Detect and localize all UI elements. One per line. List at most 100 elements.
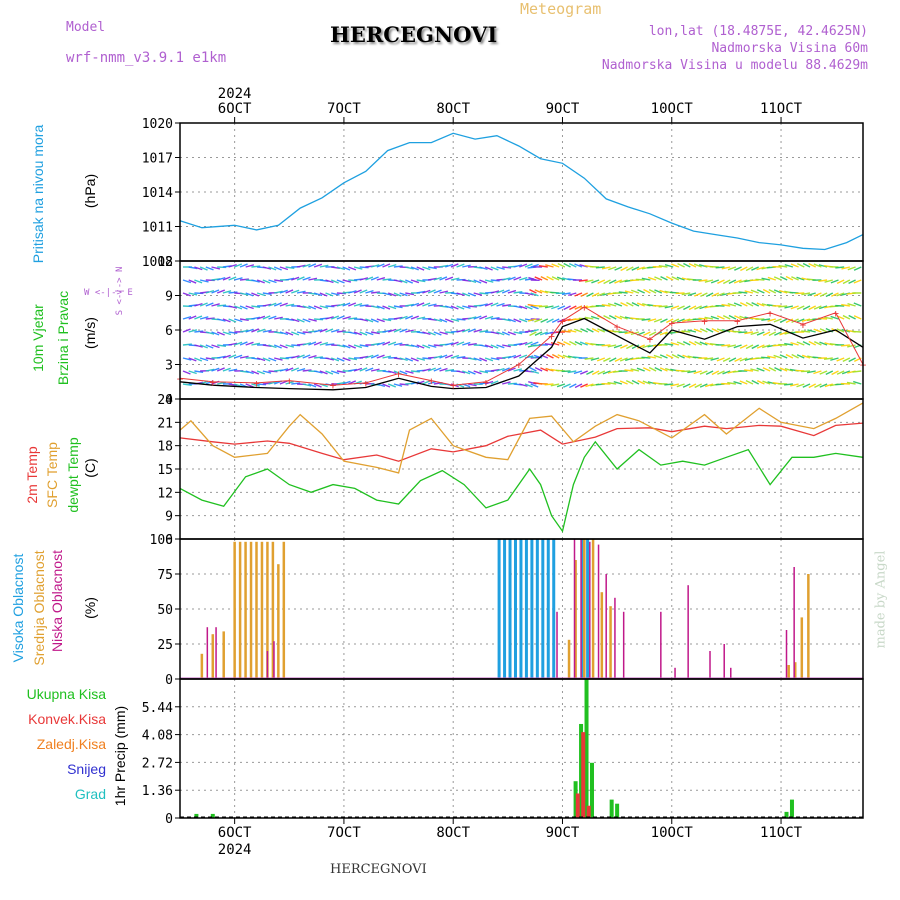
wind-arrow	[801, 318, 811, 323]
wind-arrow	[427, 289, 436, 294]
wind-arrow	[205, 357, 215, 361]
wind-arrow	[410, 302, 420, 307]
wind-arrow	[530, 263, 539, 268]
wind-arrow	[626, 301, 634, 307]
y-tick-label: 25	[157, 638, 173, 653]
wind-arrow	[513, 354, 522, 359]
wind-arrow	[613, 381, 623, 385]
wind-arrow	[530, 305, 539, 310]
wind-arrow	[388, 263, 397, 268]
wind-arrow	[405, 329, 414, 333]
wind-arrow	[188, 315, 197, 320]
cloud-bar-high	[513, 539, 517, 679]
meteogram-label: Meteogram	[520, 0, 602, 18]
wind-arrow	[539, 289, 549, 294]
wind-arrow	[717, 279, 725, 284]
wind-arrow	[399, 370, 408, 375]
wind-arrow	[405, 370, 414, 374]
wind-arrow	[584, 316, 594, 320]
wind-arrow	[228, 263, 237, 268]
wind-arrow	[551, 318, 560, 324]
wind-arrow	[614, 279, 623, 284]
wind-arrow	[325, 370, 334, 375]
wind-gust-marker: +	[559, 315, 566, 328]
wind-arrow	[767, 276, 777, 281]
wind-arrow	[773, 289, 782, 294]
wind-arrow	[853, 279, 862, 284]
wind-arrow	[597, 279, 606, 284]
wind-arrow	[507, 289, 517, 294]
wind-arrow	[393, 316, 403, 320]
wind-arrow	[636, 266, 645, 271]
y-tick-label: 3	[165, 359, 173, 374]
wind-gust-marker: +	[832, 307, 839, 320]
wind-arrow	[256, 279, 265, 284]
wind-arrow	[336, 370, 346, 374]
precip-bar-total	[615, 803, 620, 818]
wind-arrow	[182, 315, 192, 320]
wind-arrow	[580, 383, 588, 388]
wind-arrow	[699, 383, 708, 388]
wind-arrow	[387, 305, 397, 310]
y-tick-label: 12	[157, 486, 173, 501]
wind-arrow	[245, 264, 255, 268]
wind-arrow	[682, 341, 691, 346]
wind-arrow	[710, 315, 720, 320]
wind-gust-marker: +	[428, 375, 435, 388]
wind-arrow	[671, 353, 680, 359]
wind-arrow	[756, 344, 765, 349]
y-tick-label: 0	[165, 393, 173, 408]
wind-arrow	[314, 356, 323, 359]
wind-arrow	[387, 383, 397, 388]
wind-arrow	[348, 357, 358, 361]
wind-arrow	[399, 279, 408, 284]
wind-arrow	[490, 317, 500, 320]
wind-arrow	[596, 357, 606, 362]
wind-arrow	[831, 292, 839, 297]
wind-arrow	[393, 279, 403, 283]
wind-arrow	[462, 292, 471, 297]
wind-arrow	[239, 305, 248, 310]
wind-arrow	[762, 380, 771, 385]
wind-arrow	[433, 344, 443, 347]
wind-arrow	[342, 279, 352, 283]
wind-arrow	[507, 331, 516, 336]
wind-arrow	[699, 370, 708, 375]
wind-arrow	[694, 305, 702, 310]
wind-arrow	[586, 292, 594, 298]
wind-arrow	[359, 331, 368, 336]
wind-arrow	[519, 263, 528, 268]
wind-arrow	[796, 383, 805, 388]
wind-arrow	[773, 354, 782, 359]
cloud-bar-high	[552, 539, 556, 679]
wind-arrow	[586, 327, 594, 333]
pressure-line	[179, 132, 864, 251]
wind-arrow	[194, 279, 203, 284]
wind-arrow	[479, 370, 489, 374]
wind-arrow	[370, 305, 380, 309]
wind-arrow	[699, 341, 708, 346]
wind-arrow	[285, 331, 294, 336]
cloud-bar-low	[556, 611, 558, 679]
wind-arrow	[631, 302, 640, 307]
wind-arrow	[768, 331, 777, 337]
wind-arrow	[722, 279, 731, 285]
wind-arrow	[519, 383, 528, 387]
wind-arrow	[365, 367, 374, 372]
wind-arrow	[427, 277, 437, 281]
y-tick-label: 24	[157, 393, 173, 408]
wind-arrow	[490, 344, 499, 349]
cloud-bar-low	[622, 611, 625, 679]
wind-arrow	[761, 277, 771, 281]
x-tick-label-bottom: 9OCT	[546, 825, 580, 841]
wind-arrow	[783, 383, 793, 386]
wind-arrow	[256, 328, 266, 333]
wind-arrow	[524, 292, 534, 296]
wind-arrow	[268, 357, 277, 362]
wind-arrow	[671, 276, 680, 281]
wind-arrow	[251, 383, 260, 387]
wind-arrow	[768, 366, 777, 372]
wind-arrow	[568, 292, 577, 297]
wind-arrow	[557, 341, 566, 346]
